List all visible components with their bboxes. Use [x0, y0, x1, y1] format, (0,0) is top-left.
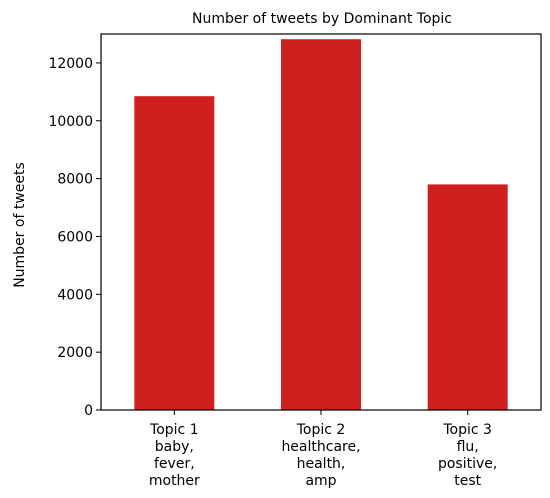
bar-3	[427, 184, 508, 410]
y-axis-label: Number of tweets	[12, 162, 28, 288]
y-tick-label: 12000	[48, 56, 93, 72]
y-tick-label: 0	[84, 403, 93, 419]
x-tick-label: Topic 2 healthcare, health, amp	[281, 422, 360, 489]
y-axis-ticks: 0 2000 4000 6000 8000 10000 12000	[48, 56, 101, 419]
x-tick-label: Topic 3 flu, positive, test	[438, 422, 497, 489]
y-tick-label: 4000	[57, 287, 93, 303]
plot-frame	[100, 33, 542, 411]
x-axis-ticks: Topic 1 baby, fever, mother Topic 2 healthcar…	[149, 410, 497, 489]
bar-2	[281, 39, 361, 411]
y-tick-label: 8000	[57, 172, 93, 188]
y-tick-label: 10000	[48, 114, 93, 130]
y-tick-label: 2000	[57, 345, 93, 361]
x-tick-label: Topic 1 baby, fever, mother	[149, 422, 200, 489]
chart-title: Number of tweets by Dominant Topic	[192, 11, 452, 27]
y-tick-label: 6000	[57, 229, 93, 245]
bar-1	[134, 96, 215, 410]
bars	[134, 39, 508, 411]
